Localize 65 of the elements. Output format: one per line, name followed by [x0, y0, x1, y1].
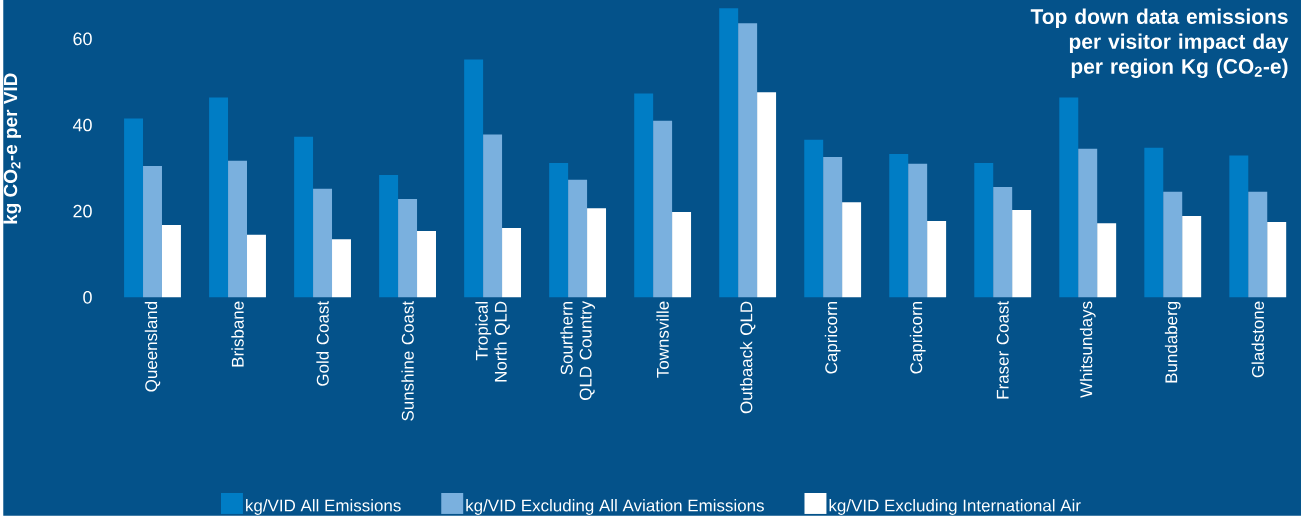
bar	[464, 59, 484, 298]
x-tick-label: Townsville	[656, 301, 669, 378]
bar	[209, 97, 229, 298]
x-tick-label: Sourthern QLD Country	[560, 300, 595, 401]
y-tick-label: 60	[73, 32, 92, 46]
bar	[842, 202, 862, 298]
bar	[1163, 191, 1183, 298]
x-tick-label: Bundaberg	[1164, 302, 1181, 383]
legend-label: kg/VID All Emissions	[246, 499, 401, 515]
bar	[161, 225, 181, 298]
y-tick-label: 0	[83, 291, 92, 304]
bar	[1229, 155, 1249, 298]
x-tick-label: Sunshine Coast	[401, 301, 414, 421]
bar	[1097, 223, 1117, 298]
bar	[1078, 148, 1098, 298]
bar	[634, 93, 654, 298]
bar	[927, 221, 947, 298]
text: Top down data emissions per visitor impact day per region Kg (CO$_{2}$-e)	[1030, 8, 1289, 79]
bar	[804, 139, 824, 298]
x-tick-label: Capricorn	[824, 302, 841, 374]
x-tick-label: Gold Coast	[316, 301, 329, 386]
bar	[908, 163, 928, 298]
bar	[228, 160, 247, 298]
bar	[1182, 216, 1202, 298]
bar	[398, 199, 418, 298]
bar	[823, 156, 843, 298]
bar	[974, 163, 994, 298]
y-tick-label: 20	[73, 204, 92, 218]
bar	[379, 175, 399, 298]
bar	[993, 187, 1013, 298]
x-tick-label: Outbaack QLD	[739, 301, 756, 414]
y-axis-title: kg CO$_{2}$-e per VID	[3, 73, 22, 224]
bar	[889, 153, 909, 298]
legend-label: kg/VID Excluding All Aviation Emissions	[466, 499, 764, 515]
bar	[294, 136, 314, 298]
x-tick-label: Whitsundays	[1079, 301, 1096, 398]
bar	[1012, 209, 1032, 298]
bar	[568, 179, 588, 298]
bar	[738, 23, 758, 298]
bar	[483, 134, 503, 298]
bar	[124, 118, 144, 298]
bar	[313, 188, 333, 298]
x-tick-label: Gladstone	[1251, 301, 1264, 378]
bar	[672, 212, 692, 298]
bar	[1144, 147, 1164, 298]
bar	[1059, 97, 1079, 298]
bar	[653, 120, 673, 298]
bar	[1267, 222, 1287, 298]
x-tick-label: Capricorn	[909, 302, 926, 374]
bar	[719, 8, 739, 298]
bar	[757, 92, 777, 298]
bar	[143, 166, 162, 298]
x-tick-label: Brisbane	[231, 301, 244, 367]
x-tick-label: Fraser Coast	[996, 301, 1009, 399]
x-tick-label: Tropical North QLD	[475, 301, 510, 382]
bar	[502, 228, 522, 298]
legend-label: kg/VID Excluding International Air	[829, 499, 1081, 515]
bar	[587, 208, 607, 298]
y-tick-label: 40	[72, 118, 92, 132]
x-tick-label: Queensland	[144, 302, 161, 392]
bar	[417, 231, 436, 298]
bar	[549, 163, 569, 298]
bar	[332, 239, 351, 298]
bar	[247, 234, 266, 298]
bar	[1248, 191, 1268, 298]
